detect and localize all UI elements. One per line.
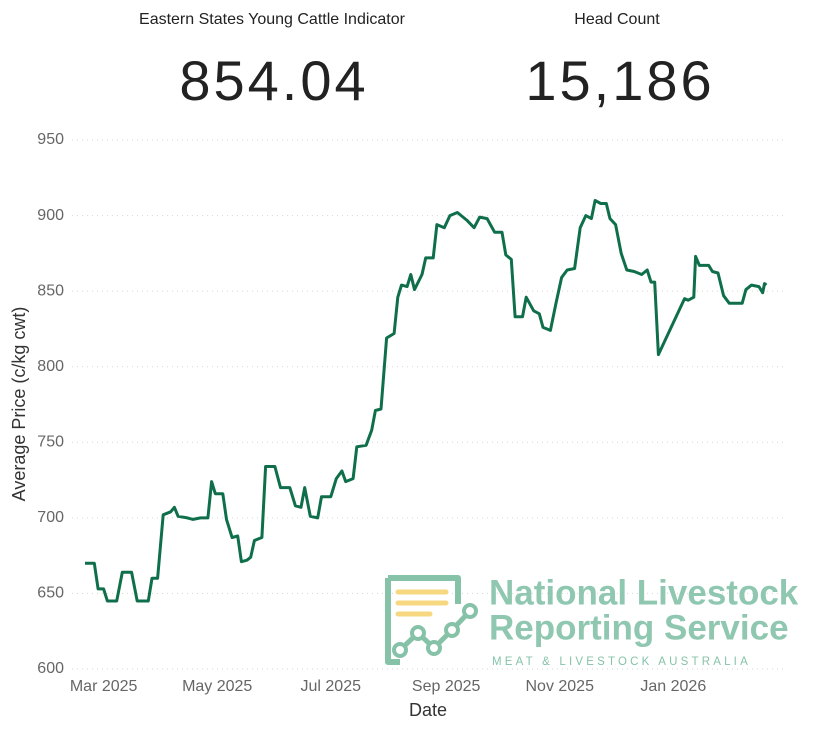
logo-text: National Livestock: [489, 573, 799, 612]
kpi-label: Head Count: [574, 11, 660, 28]
logo-tagline: MEAT & LIVESTOCK AUSTRALIA: [492, 656, 751, 668]
x-tick-label: Mar 2025: [70, 678, 138, 695]
logo-document: [385, 575, 461, 665]
logo-dot: [410, 625, 426, 641]
y-tick-label: 950: [37, 131, 64, 148]
x-tick-label: Nov 2025: [525, 678, 594, 695]
y-tick-label: 900: [37, 207, 64, 224]
logo-text: Reporting Service: [489, 608, 789, 647]
x-tick-label: Jan 2026: [640, 678, 706, 695]
kpi-value: 854.04: [179, 49, 368, 112]
logo: National Livestock Reporting Service MEA…: [385, 573, 799, 668]
y-tick-label: 750: [37, 434, 64, 451]
y-tick-label: 700: [37, 509, 64, 526]
x-tick-label: Jul 2025: [301, 678, 362, 695]
y-tick-label: 850: [37, 282, 64, 299]
logo-dot: [444, 622, 460, 638]
y-tick-label: 600: [37, 660, 64, 677]
y-tick-label: 800: [37, 358, 64, 375]
x-tick-label: May 2025: [182, 678, 252, 695]
kpi-label: Eastern States Young Cattle Indicator: [139, 11, 406, 28]
x-tick-label: Sep 2025: [412, 678, 481, 695]
grid: 600 650 700 750 800 850 900 950 Mar 2025 May 2025…: [37, 131, 785, 695]
price-line: [85, 199, 768, 603]
y-axis-title: Average Price (c/kg cwt): [9, 307, 29, 502]
logo-dot: [462, 603, 478, 619]
logo-dot: [426, 640, 442, 656]
kpi-value: 15,186: [525, 49, 714, 112]
x-axis-title: Date: [409, 700, 447, 720]
logo-dot: [392, 642, 408, 658]
plot: [85, 199, 768, 603]
y-tick-label: 650: [37, 585, 64, 602]
